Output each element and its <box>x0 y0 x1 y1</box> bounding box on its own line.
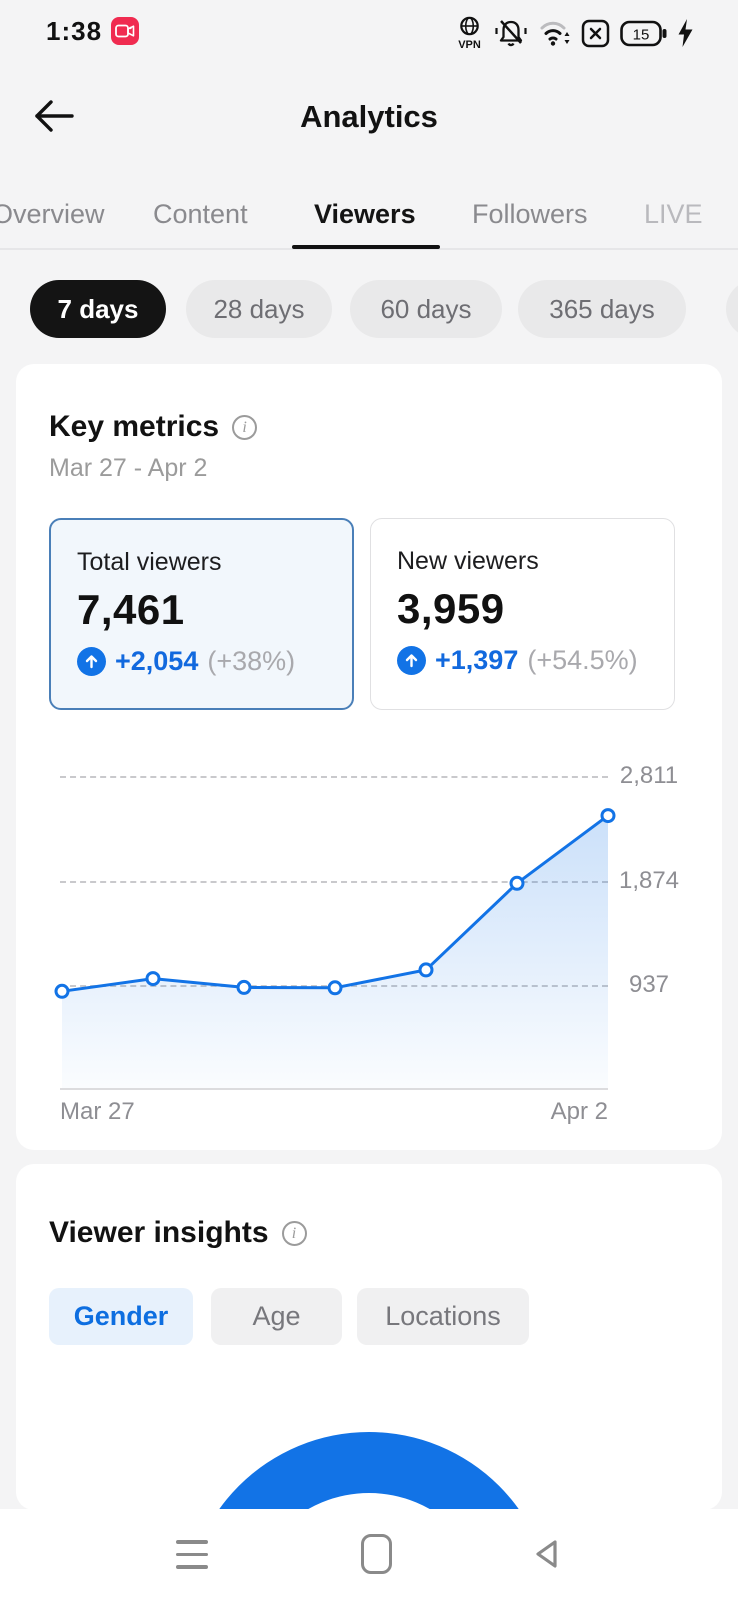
segment-locations[interactable]: Locations <box>357 1288 529 1345</box>
chart-data-point <box>418 962 434 978</box>
chart-data-point <box>327 980 343 996</box>
tab-viewers[interactable]: Viewers <box>314 199 416 229</box>
tab-overview[interactable]: Overview <box>0 199 105 229</box>
bell-muted-vibrate-icon <box>495 20 527 47</box>
segment-gender[interactable]: Gender <box>49 1288 193 1345</box>
metric-label: New viewers <box>397 547 539 575</box>
charging-bolt-icon <box>678 19 693 47</box>
metric-change-percent: (+54.5%) <box>527 645 638 675</box>
back-arrow-icon <box>35 100 74 132</box>
metric-value: 3,959 <box>397 585 505 632</box>
chart-data-point <box>600 808 616 824</box>
key-metrics-info-icon[interactable]: i <box>232 414 258 440</box>
metrics-date-range: Mar 27 - Apr 2 <box>49 454 208 482</box>
range-365-days[interactable]: 365 days <box>518 280 686 338</box>
range-28-days[interactable]: 28 days <box>186 280 332 338</box>
y-axis-tick: 1,874 <box>618 867 680 894</box>
tab-live[interactable]: LIVE <box>644 199 703 229</box>
x-axis-line <box>60 1088 608 1090</box>
viewers-trend-chart <box>54 808 616 1089</box>
range-extra-partial[interactable] <box>726 280 738 338</box>
vpn-icon: VPN <box>458 16 481 50</box>
total-viewers-card[interactable]: Total viewers 7,461 +2,054 (+38%) <box>49 518 354 710</box>
chart-data-point <box>54 983 70 999</box>
chart-data-point <box>236 979 252 995</box>
range-60-days[interactable]: 60 days <box>350 280 502 338</box>
range-7-days[interactable]: 7 days <box>30 280 166 338</box>
y-axis-tick: 937 <box>628 971 670 998</box>
page-title: Analytics <box>300 99 438 134</box>
home-button[interactable] <box>361 1534 392 1574</box>
clock: 1:38 <box>46 16 103 46</box>
segment-age[interactable]: Age <box>211 1288 342 1345</box>
gender-donut-chart <box>219 1432 519 1509</box>
metric-label: Total viewers <box>77 548 222 576</box>
gridline <box>60 776 608 778</box>
svg-text:VPN: VPN <box>458 39 481 50</box>
viewer-insights-info-icon[interactable]: i <box>281 1220 307 1246</box>
metric-change-value: +2,054 <box>115 646 199 676</box>
key-metrics-title: Key metrics <box>49 410 220 443</box>
no-sim-icon <box>581 19 610 47</box>
x-axis-label-end: Apr 2 <box>550 1098 608 1125</box>
y-axis-tick: 2,811 <box>619 762 679 789</box>
increase-arrow-icon <box>77 647 106 676</box>
chart-data-point <box>145 971 161 987</box>
menu-button[interactable] <box>176 1540 208 1569</box>
tab-content[interactable]: Content <box>153 199 248 229</box>
tab-divider <box>0 248 738 250</box>
screen-record-icon <box>111 17 139 45</box>
tab-followers[interactable]: Followers <box>472 199 588 229</box>
metric-change-percent: (+38%) <box>207 646 296 676</box>
battery-level-text: 15 <box>633 26 650 43</box>
chart-area-fill <box>62 815 608 1089</box>
back-nav-button[interactable] <box>530 1536 562 1572</box>
viewer-insights-title: Viewer insights <box>49 1216 269 1249</box>
tab-bar: Overview Content Viewers Followers LIVE <box>0 186 738 249</box>
metric-value: 7,461 <box>77 586 185 633</box>
date-range-selector: 7 days 28 days 60 days 365 days <box>0 280 738 338</box>
x-axis-label-start: Mar 27 <box>60 1098 135 1125</box>
new-viewers-card[interactable]: New viewers 3,959 +1,397 (+54.5%) <box>370 518 675 710</box>
android-nav-bar <box>0 1509 738 1600</box>
back-button[interactable] <box>30 94 78 138</box>
chart-data-point <box>509 875 525 891</box>
wifi-icon <box>540 21 570 46</box>
battery-icon: 15 <box>620 20 667 46</box>
status-icon-cluster: VPN 15 <box>456 15 694 51</box>
chart-data-points <box>54 808 616 999</box>
active-tab-indicator <box>292 245 440 249</box>
increase-arrow-icon <box>397 646 426 675</box>
metric-change-value: +1,397 <box>435 645 519 675</box>
gridline <box>60 881 608 883</box>
